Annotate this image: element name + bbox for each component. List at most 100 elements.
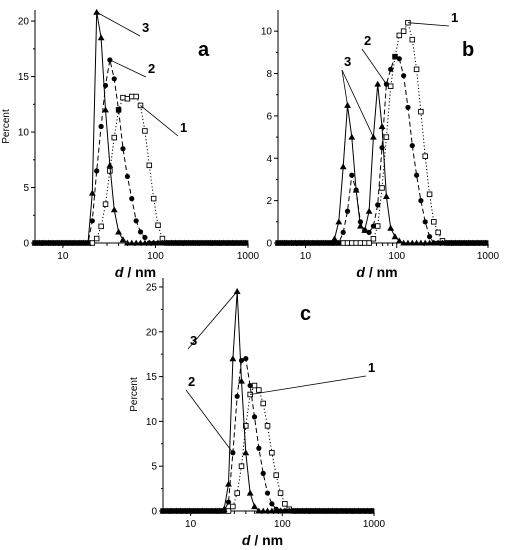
data-point: [285, 507, 293, 514]
series-label: 2: [188, 374, 195, 389]
data-point: [366, 240, 372, 246]
data-point: [274, 239, 282, 246]
data-point: [124, 173, 131, 180]
data-point: [115, 107, 122, 113]
data-point: [396, 56, 402, 62]
x-tick-label: 1000: [477, 251, 500, 262]
data-point: [243, 423, 249, 429]
data-point: [225, 499, 232, 505]
data-point: [242, 449, 250, 456]
data-point: [207, 507, 215, 514]
data-point: [229, 239, 236, 246]
data-point: [452, 239, 459, 246]
data-point: [124, 239, 131, 246]
data-point: [233, 239, 241, 246]
label-leader-line: [109, 59, 147, 78]
data-point: [234, 393, 240, 399]
x-axis-label-variable: d: [242, 532, 251, 548]
data-point: [418, 108, 424, 115]
data-point: [418, 198, 424, 204]
y-tick-label: 0: [266, 239, 272, 250]
data-point: [409, 142, 415, 149]
data-point: [365, 207, 373, 214]
data-point: [421, 239, 429, 246]
data-point: [137, 229, 144, 235]
data-point: [260, 470, 266, 476]
data-point: [379, 185, 385, 191]
data-point: [391, 233, 399, 240]
data-point: [102, 106, 109, 113]
data-point: [211, 239, 219, 246]
data-point: [119, 236, 127, 243]
data-point: [277, 490, 284, 496]
y-tick-label: 6: [266, 111, 272, 122]
data-point: [150, 195, 157, 202]
data-point: [426, 239, 433, 246]
x-axis-label: d / nm: [242, 532, 283, 548]
data-point: [238, 463, 245, 469]
data-point: [220, 239, 228, 246]
data-point: [80, 239, 87, 246]
data-point: [313, 239, 321, 246]
data-point: [281, 507, 289, 514]
label-leader-line: [187, 291, 238, 350]
data-point: [320, 507, 328, 514]
x-axis-label-unit: / nm: [123, 264, 156, 280]
data-point: [98, 123, 104, 130]
data-point: [387, 224, 395, 231]
data-point: [194, 507, 202, 514]
data-point: [331, 235, 338, 242]
label-leader-line: [361, 48, 387, 85]
data-point: [255, 507, 263, 514]
series-label: 1: [368, 360, 375, 375]
data-point: [93, 235, 100, 242]
data-point: [71, 239, 79, 246]
data-point: [477, 239, 485, 246]
y-tick-label: 20: [18, 17, 30, 28]
data-point: [176, 239, 184, 246]
data-point: [344, 208, 351, 214]
series-label: 3: [344, 54, 351, 69]
x-axis-label-variable: d: [115, 264, 124, 280]
data-point: [434, 239, 442, 246]
data-point: [277, 507, 284, 514]
data-point: [396, 32, 403, 39]
data-point: [129, 93, 135, 100]
x-tick-label: 10: [300, 251, 312, 262]
data-point: [268, 507, 276, 514]
data-point: [342, 507, 349, 514]
data-point: [329, 507, 337, 514]
data-point: [202, 239, 210, 246]
data-point: [370, 236, 377, 242]
chart-panel-c: 0 5 10 15 20 25 10 100 1000 d / nm Percent c 1 2 3: [129, 278, 386, 548]
data-point: [145, 239, 153, 246]
x-tick-label: 100: [388, 251, 405, 262]
data-point: [142, 128, 148, 134]
data-point: [316, 507, 323, 514]
series-line: [278, 84, 486, 244]
data-point: [383, 134, 390, 140]
data-point: [318, 239, 325, 246]
data-point: [292, 239, 300, 246]
data-point: [264, 423, 271, 429]
data-point: [168, 507, 175, 514]
data-point: [456, 239, 464, 246]
panel-letter: c: [300, 303, 311, 325]
data-point: [198, 239, 206, 246]
data-point: [172, 239, 179, 246]
data-point: [460, 239, 468, 246]
data-point: [413, 66, 420, 73]
data-point: [269, 501, 275, 507]
data-point: [207, 239, 214, 246]
data-point: [260, 400, 266, 407]
x-axis-label-unit: / nm: [250, 532, 283, 548]
data-point: [294, 507, 302, 514]
data-point: [272, 507, 280, 514]
series-line: [35, 12, 246, 244]
data-point: [333, 507, 341, 514]
data-point: [111, 76, 117, 82]
label-leader-line: [341, 69, 348, 106]
data-point: [357, 219, 364, 225]
data-point: [264, 490, 271, 496]
data-point: [238, 377, 245, 384]
